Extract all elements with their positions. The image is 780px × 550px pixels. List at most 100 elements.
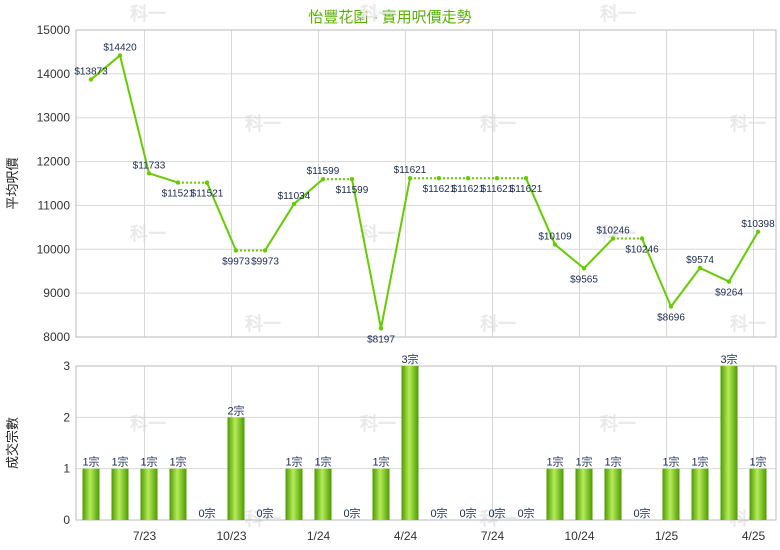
volume-bar	[227, 417, 245, 520]
price-line-segment	[264, 203, 295, 251]
bar-value-label: 1宗	[285, 455, 302, 469]
price-line-segment	[525, 177, 556, 245]
price-value-label: $11733	[133, 160, 166, 171]
price-value-label: $11599	[307, 166, 340, 177]
price-line-segment	[728, 231, 759, 283]
bar-value-label: 1宗	[82, 455, 99, 469]
price-value-label: $10246	[625, 244, 659, 255]
y-axis-title: 平均呎價	[5, 157, 20, 209]
watermark-text: 科一	[245, 508, 281, 529]
price-value-label: $9264	[715, 288, 743, 299]
price-point	[204, 180, 210, 185]
volume-bar	[401, 366, 419, 520]
y-tick-label: 1	[63, 462, 70, 476]
bar-value-label: 0宗	[517, 506, 534, 520]
watermark-text: 科一	[130, 223, 166, 244]
price-point	[349, 176, 355, 182]
price-point	[668, 304, 674, 309]
price-value-label: $9973	[251, 256, 279, 267]
bar-value-label: 0宗	[488, 506, 505, 520]
volume-bar	[575, 468, 593, 520]
watermark-text: 科一	[360, 3, 396, 24]
price-value-label: $13873	[74, 66, 108, 77]
price-value-label: $9574	[686, 255, 714, 266]
price-point	[291, 201, 297, 207]
price-value-label: $8696	[657, 312, 685, 323]
bar-value-label: 0宗	[343, 506, 360, 520]
price-point	[233, 248, 239, 253]
price-value-label: $9565	[570, 274, 598, 285]
watermark-text: 科一	[130, 3, 166, 24]
bar-value-label: 1宗	[546, 455, 563, 469]
y-tick-label: 3	[63, 359, 70, 373]
volume-bar	[140, 468, 158, 520]
y-tick-label: 15000	[37, 23, 71, 37]
price-value-label: $11521	[191, 189, 224, 200]
volume-bar	[720, 366, 738, 520]
price-point	[436, 175, 442, 181]
x-tick-label: 1/25	[655, 529, 679, 543]
volume-bar	[314, 468, 332, 520]
volume-bar	[546, 468, 564, 520]
price-value-label: $11621	[510, 184, 543, 195]
price-line-segment	[119, 55, 150, 174]
x-tick-label: 4/25	[742, 529, 766, 543]
price-value-label: $11034	[278, 191, 311, 202]
watermark-text: 科一	[730, 313, 766, 334]
watermark-text: 科一	[360, 413, 396, 434]
price-value-label: $11599	[336, 185, 369, 196]
price-line	[88, 53, 761, 331]
price-value-label: $11521	[162, 189, 195, 200]
price-point	[407, 175, 413, 181]
price-value-label: $11621	[423, 184, 456, 195]
price-line-segment	[206, 182, 237, 251]
price-point	[320, 176, 326, 182]
price-value-label: $10246	[596, 225, 630, 236]
bar-value-label: 2宗	[227, 403, 244, 417]
price-line-segment	[351, 178, 382, 329]
x-tick-label: 10/23	[216, 529, 246, 543]
price-point	[88, 77, 94, 82]
price-line-segment	[90, 54, 121, 81]
bar-value-label: 1宗	[169, 455, 186, 469]
price-line-segment	[380, 178, 411, 329]
bar-value-label: 1宗	[691, 455, 708, 469]
bar-value-label: 1宗	[575, 455, 592, 469]
x-tick-label: 1/24	[307, 529, 331, 543]
volume-bar	[372, 468, 390, 520]
price-value-label: $10109	[538, 232, 572, 243]
price-value-label: $11621	[452, 184, 485, 195]
bar-value-label: 1宗	[604, 455, 621, 469]
y-tick-label: 10000	[37, 242, 71, 256]
watermark-text: 科一	[245, 113, 281, 134]
plot-frame	[75, 365, 777, 521]
bar-value-label: 0宗	[459, 506, 476, 520]
price-line-segment	[641, 238, 672, 307]
price-line-segment	[148, 172, 179, 184]
x-tick-label: 7/23	[133, 529, 157, 543]
bar-value-label: 1宗	[111, 455, 128, 469]
volume-bar	[604, 468, 622, 520]
watermark-text: 科一	[480, 313, 516, 334]
price-value-label: $11621	[394, 165, 427, 176]
price-point	[755, 229, 761, 235]
watermark-text: 科一	[600, 3, 636, 24]
y-tick-label: 9000	[43, 286, 70, 300]
bar-value-label: 1宗	[314, 455, 331, 469]
price-point	[523, 175, 529, 181]
y-tick-label: 2	[63, 410, 70, 424]
volume-bar	[691, 468, 709, 520]
price-point	[639, 236, 645, 241]
chart-title: 怡豐花園 - 實用呎價走勢	[308, 9, 472, 26]
price-line-segment	[699, 267, 730, 283]
price-point	[378, 326, 384, 331]
data-labels: 1宗 1宗 1宗 1宗 0宗 2宗 0宗 1宗 1宗 0宗 1宗 3宗 0宗 0宗 0宗 0宗 1宗 1宗 1宗 0宗…	[74, 42, 775, 520]
bar-value-label: 1宗	[662, 455, 679, 469]
bar-value-label: 0宗	[430, 506, 447, 520]
y-tick-label: 11000	[38, 198, 71, 212]
price-point	[552, 242, 558, 247]
price-point	[175, 180, 181, 185]
bar-value-label: 3宗	[720, 352, 737, 366]
price-point	[465, 175, 471, 181]
